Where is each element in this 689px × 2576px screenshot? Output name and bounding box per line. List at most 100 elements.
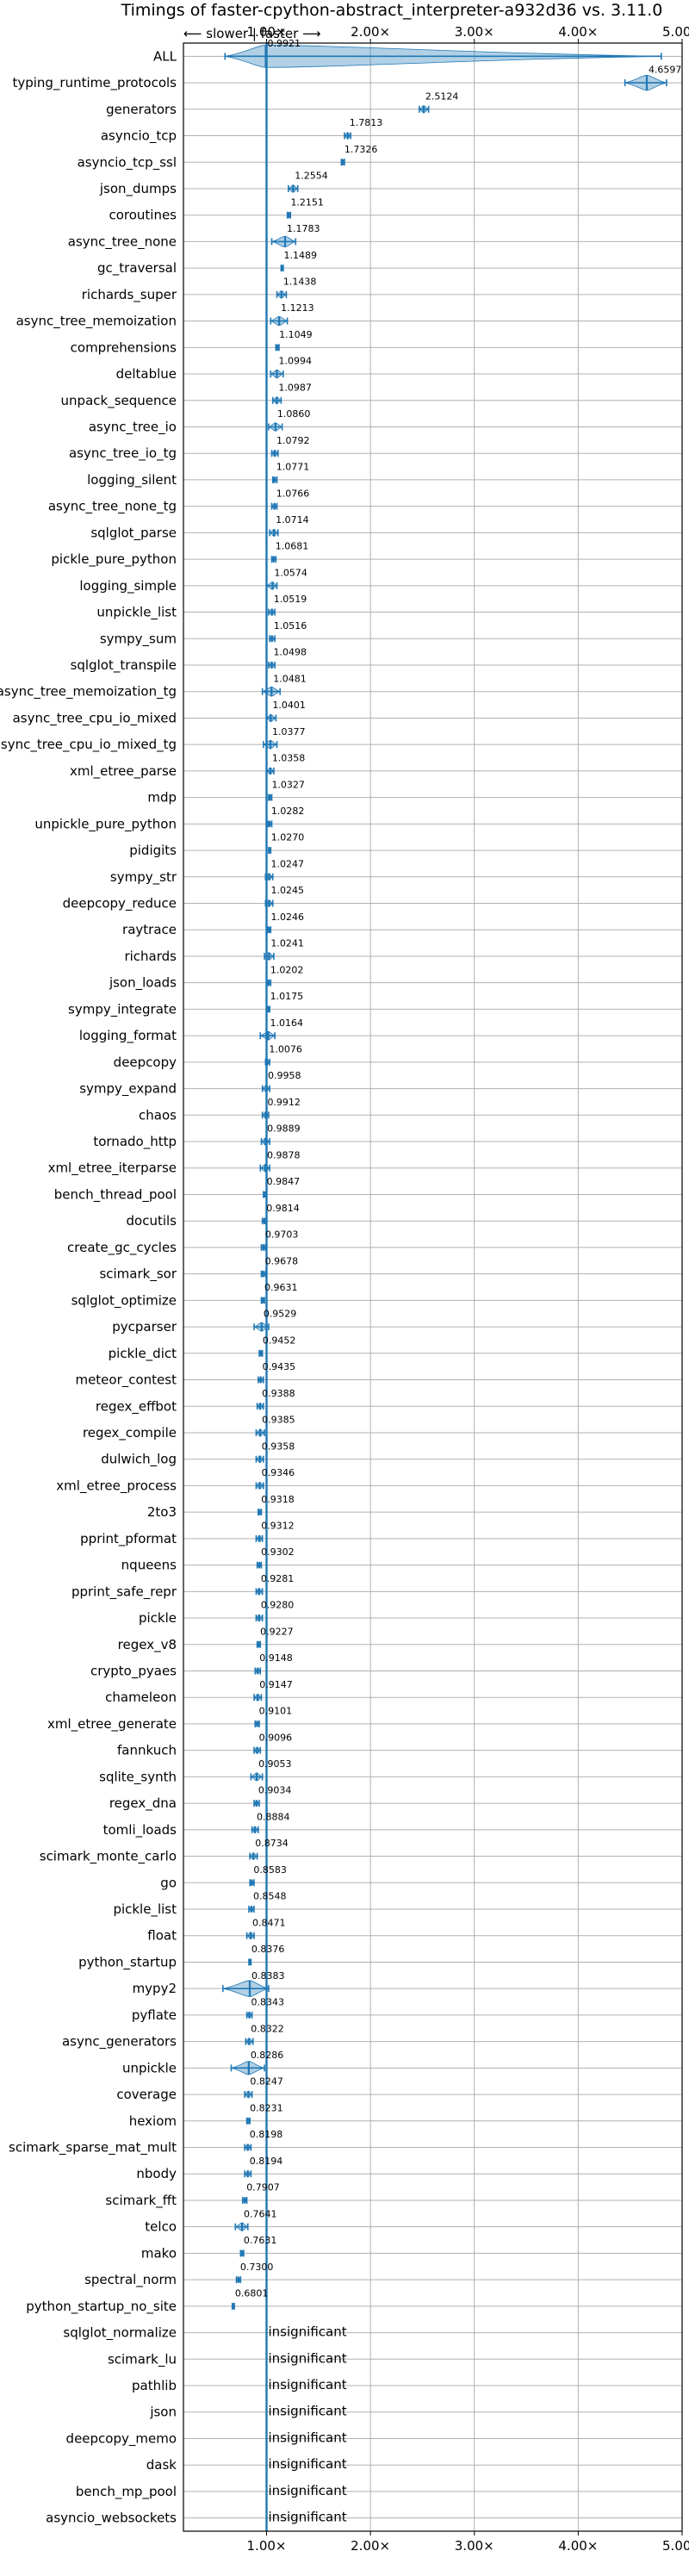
bottom-tick-label: 3.00×	[455, 2538, 494, 2554]
benchmark-label: regex_v8	[118, 1637, 177, 1653]
value-label: 0.7631	[244, 2235, 277, 2246]
value-label: 1.0202	[270, 964, 304, 975]
value-label: 1.2554	[295, 171, 328, 182]
top-tick-label: 2.00×	[351, 24, 390, 40]
benchmark-label: json_loads	[109, 975, 177, 992]
value-label: 0.7907	[246, 2182, 280, 2193]
value-label: 1.0282	[271, 806, 305, 817]
value-label: 0.9318	[261, 1494, 295, 1505]
value-label: 0.9147	[259, 1679, 293, 1690]
benchmark-label: nbody	[136, 2166, 177, 2181]
benchmark-label: scimark_sparse_mat_mult	[9, 2140, 177, 2156]
benchmark-label: sqlglot_transpile	[71, 657, 177, 674]
x-axis-ticks: 1.00× 1.00× 2.00× 2.00× 3.00× 3.00× 4.00× 4.00×…	[247, 24, 689, 2554]
benchmark-label: deltablue	[116, 366, 177, 382]
benchmark-label: scimark_monte_carlo	[40, 1849, 177, 1865]
benchmark-label: bench_thread_pool	[54, 1186, 177, 1203]
value-label: 0.8231	[250, 2102, 283, 2113]
benchmark-label: async_tree_cpu_io_mixed_tg	[0, 737, 177, 753]
value-label: 0.8198	[250, 2129, 283, 2140]
benchmark-label: asyncio_tcp	[101, 128, 177, 145]
benchmark-label: sympy_expand	[79, 1081, 177, 1098]
value-label: 0.8286	[251, 2050, 284, 2061]
benchmark-label: richards	[124, 949, 177, 964]
value-label: 0.7300	[240, 2262, 274, 2273]
value-label: 1.0994	[278, 356, 312, 367]
benchmark-label: sympy_sum	[100, 631, 177, 647]
value-label: 0.9281	[261, 1573, 295, 1584]
benchmark-label: mdp	[147, 790, 177, 806]
value-label: 0.8471	[252, 1917, 286, 1928]
benchmark-label: deepcopy_reduce	[63, 896, 177, 912]
benchmark-label: float	[147, 1928, 177, 1944]
benchmark-label: bench_mp_pool	[76, 2484, 177, 2500]
benchmark-label: 2to3	[147, 1504, 177, 1520]
value-label: 0.9358	[262, 1440, 295, 1452]
benchmark-label: fannkuch	[117, 1743, 177, 1758]
benchmark-label: pathlib	[132, 2378, 177, 2393]
benchmark-label: create_gc_cycles	[67, 1240, 177, 1256]
benchmark-label: unpickle_list	[96, 605, 177, 621]
value-label: 0.9227	[260, 1626, 294, 1637]
direction-hint: ⟵ slower | faster ⟶	[183, 26, 321, 41]
insignificant-label: insignificant	[269, 2483, 347, 2498]
top-tick-label: 5.00×	[662, 24, 689, 40]
value-label: 0.9096	[259, 1732, 293, 1743]
value-label: 0.8194	[250, 2156, 283, 2167]
insignificant-label: insignificant	[269, 2430, 347, 2445]
value-label: 1.1049	[279, 329, 313, 340]
benchmark-label: unpickle	[122, 2060, 177, 2075]
bottom-tick-label: 2.00×	[351, 2538, 390, 2554]
benchmark-label: generators	[106, 102, 177, 117]
value-label: 0.7641	[244, 2208, 277, 2219]
benchmark-label: xml_etree_parse	[70, 763, 177, 780]
value-label: 2.5124	[425, 90, 458, 102]
benchmark-label: json	[149, 2405, 177, 2420]
benchmark-label: asyncio_websockets	[46, 2511, 177, 2527]
insignificant-label: insignificant	[269, 2377, 347, 2392]
value-label: 0.9435	[263, 1361, 296, 1372]
value-label: 0.9388	[262, 1388, 295, 1399]
benchmark-label: mako	[141, 2245, 177, 2261]
value-label: 0.9034	[258, 1785, 292, 1796]
value-label: 1.0377	[272, 726, 306, 737]
benchmark-label: sqlglot_parse	[90, 525, 177, 541]
value-label: 0.8734	[255, 1838, 289, 1849]
benchmark-label: unpickle_pure_python	[34, 816, 177, 832]
value-label: 1.0247	[270, 858, 304, 869]
benchmark-label: xml_etree_process	[56, 1478, 177, 1494]
insignificant-label: insignificant	[269, 2510, 347, 2525]
top-tick-label: 3.00×	[455, 24, 494, 40]
labels-layer: ALL0.9921typing_runtime_protocols4.6597g…	[0, 38, 681, 2527]
value-label: 1.0987	[278, 382, 312, 393]
value-label: 0.8322	[251, 2023, 284, 2034]
value-label: 1.0519	[274, 594, 307, 605]
benchmark-label: sqlglot_normalize	[63, 2325, 177, 2342]
benchmark-label: coroutines	[109, 208, 177, 223]
value-label: 0.8343	[251, 1997, 285, 2008]
value-label: 1.0516	[274, 620, 307, 632]
value-label: 1.0327	[271, 779, 305, 790]
value-label: 1.0681	[276, 541, 309, 552]
value-label: 1.0771	[276, 462, 310, 473]
benchmark-label: json_dumps	[99, 181, 177, 197]
value-label: 0.9847	[267, 1176, 301, 1187]
benchmark-label: regex_effbot	[96, 1398, 177, 1415]
value-label: 0.8376	[251, 1944, 285, 1955]
value-label: 0.9958	[268, 1070, 301, 1081]
insignificant-label: insignificant	[269, 2350, 347, 2366]
benchmark-label: coverage	[116, 2087, 177, 2102]
value-label: 0.9312	[261, 1521, 295, 1532]
benchmark-label: async_tree_cpu_io_mixed	[13, 710, 177, 726]
benchmark-label: sqlite_synth	[99, 1769, 177, 1785]
benchmark-label: spectral_norm	[84, 2272, 177, 2288]
benchmark-label: tornado_http	[93, 1134, 177, 1150]
benchmark-label: unpack_sequence	[61, 393, 177, 409]
benchmark-label: async_tree_none	[68, 233, 177, 250]
value-label: 0.9302	[261, 1546, 295, 1558]
benchmark-label: regex_compile	[83, 1425, 177, 1441]
benchmark-label: pickle_list	[113, 1901, 177, 1918]
benchmark-label: comprehensions	[71, 339, 177, 355]
benchmark-label: scimark_lu	[108, 2351, 177, 2368]
value-label: 4.6597	[649, 65, 682, 76]
